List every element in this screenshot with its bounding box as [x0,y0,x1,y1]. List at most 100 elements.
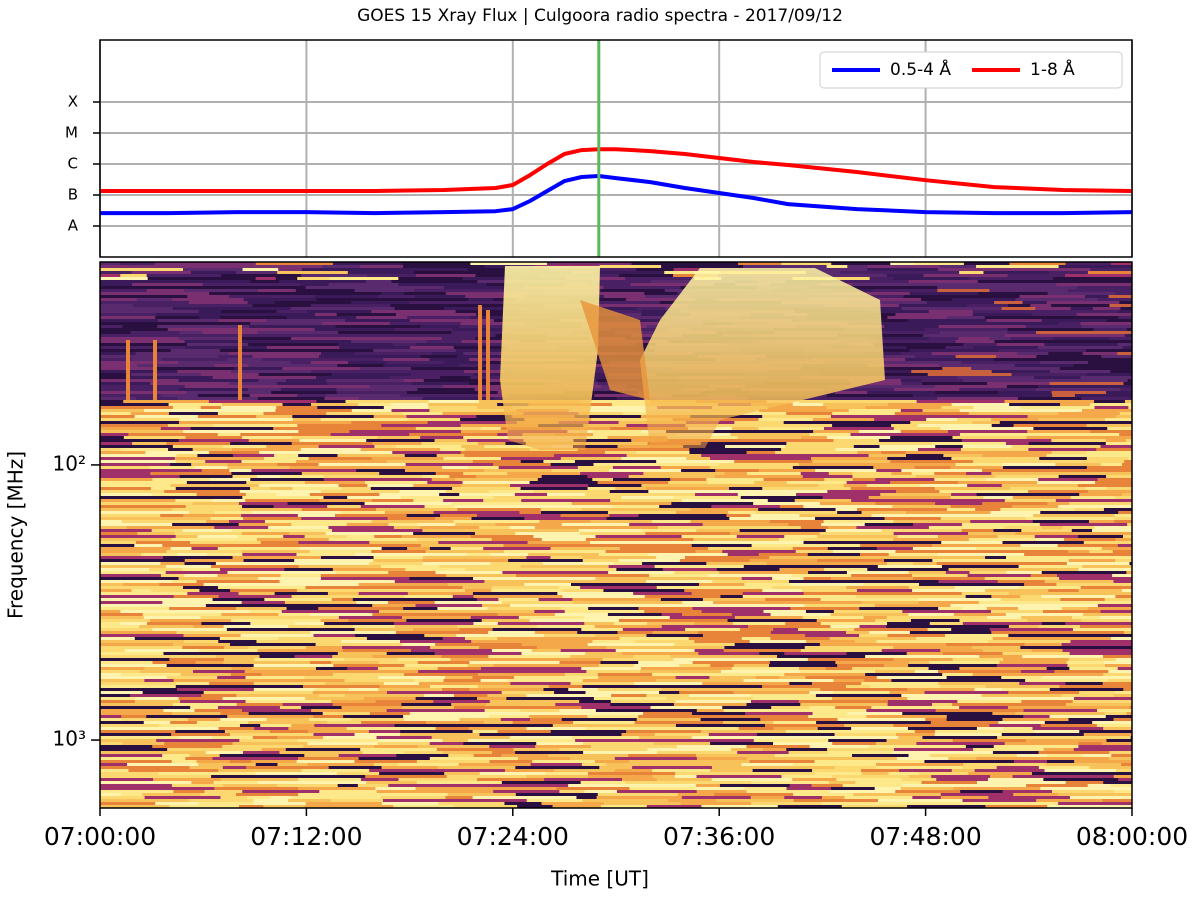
spectrogram-cell [638,514,727,518]
spectrogram-cell [121,715,147,719]
spectrogram-cell [314,688,350,692]
spectrogram-cell [996,766,1040,770]
spectrogram-cell [800,709,867,713]
spectrogram-cell [959,271,984,275]
spectrogram-cell [408,460,474,464]
spectrogram-cell [100,448,121,452]
spectrogram-cell [685,424,774,428]
spectrogram-cell [100,733,172,737]
spectrogram-cell [420,325,460,329]
spectrogram-cell [507,472,581,476]
spectrogram-cell [1056,283,1133,287]
spectrogram-cell [433,700,491,704]
spectrogram-cell [556,580,647,584]
spectrogram-cell [206,553,243,557]
spectrogram-cell [1031,649,1064,653]
spectrogram-cell [1010,337,1054,341]
spectrogram-cell [310,304,392,308]
spectrogram-cell [636,268,675,272]
spectrogram-cell [492,628,582,632]
spectrogram-cell [1058,412,1121,416]
spectrogram-cell [692,712,746,716]
spectrogram-cell [673,703,748,707]
spectrogram-cell [1101,355,1133,359]
spectrogram-cell [258,373,332,377]
spectrogram-cell [709,769,754,773]
spectrogram-cell [251,667,317,671]
spectrogram-cell [524,517,608,521]
spectrogram-cell [598,664,635,668]
spectrogram-cell [327,721,362,725]
spectrogram-cell [711,412,787,416]
spectrogram-cell [893,520,971,524]
spectrogram-cell [554,571,609,575]
spectrogram-cell [936,562,1000,566]
spectrogram-cell [875,502,936,506]
spectrogram-cell [561,718,638,722]
spectrogram-cell [1108,295,1133,299]
spectrogram-cell [779,676,806,680]
spectrogram-cell [440,514,478,518]
spectrogram-cell [1059,577,1133,581]
spectrogram-cell [393,343,417,347]
spectrogram-cell [213,424,298,428]
spectrogram-cell [100,436,125,440]
spectrogram-cell [1011,373,1087,377]
spectrogram-cell [416,781,503,785]
spectrogram-cell [779,568,825,572]
spectrogram-cell [806,565,831,569]
spectrogram-cell [938,325,1027,329]
spectrogram-cell [770,613,832,617]
spectrogram-cell [467,439,524,443]
spectrogram-cell [220,718,267,722]
spectrogram-cell [781,262,832,266]
spectrogram-cell [1030,439,1052,443]
spectrogram-cell [1031,547,1103,551]
spectrogram-cell [176,631,222,635]
spectrogram-cell [889,508,948,512]
spectrogram-cell [764,724,845,728]
spectrogram-cell [218,595,293,599]
spectrogram-cell [100,499,176,503]
spectrogram-cell [1095,481,1133,485]
spectrogram-cell [586,292,645,296]
spectrogram-cell [680,802,752,806]
spectrogram-cell [1019,682,1066,686]
spectrogram-cell [1082,565,1133,569]
spectrogram-cell [100,412,132,416]
spectrogram-cell [869,745,928,749]
spectrogram-cell [1104,712,1128,716]
spectrogram-cell [1103,508,1133,512]
spectrogram-cell [1064,538,1116,542]
spectrogram-cell [963,343,998,347]
spectrogram-cell [1078,568,1133,572]
x-tick-label: 08:00:00 [1076,822,1188,851]
spectrogram-cell [205,751,244,755]
spectrogram-cell [229,469,252,473]
spectrogram-cell [625,781,674,785]
spectrogram-cell [279,586,307,590]
spectrogram-cell [128,769,219,773]
spectrogram-cell [714,475,804,479]
spectrogram-cell [937,535,999,539]
spectrogram-cell [406,514,441,518]
spectrogram-cell [573,721,636,725]
spectrogram-cell [587,715,639,719]
spectrogram-cell [797,628,855,632]
spectrogram-cell [392,355,422,359]
spectrogram-cell [635,640,695,644]
spectrogram-cell [279,706,302,710]
spectrogram-cell [122,325,158,329]
spectrogram-cell [255,763,278,767]
spectrogram-cell [251,652,339,656]
spectrogram-cell [162,544,248,548]
spectrogram-cell [544,778,623,782]
spectrogram-cell [502,571,556,575]
spectrogram-cell [1124,334,1133,338]
spectrogram-cell [800,649,883,653]
spectrogram-cell [203,583,271,587]
spectrogram-cell [1087,784,1112,788]
spectrogram-cell [688,637,743,641]
spectrogram-cell [1129,745,1133,749]
spectrogram-cell [803,577,832,581]
